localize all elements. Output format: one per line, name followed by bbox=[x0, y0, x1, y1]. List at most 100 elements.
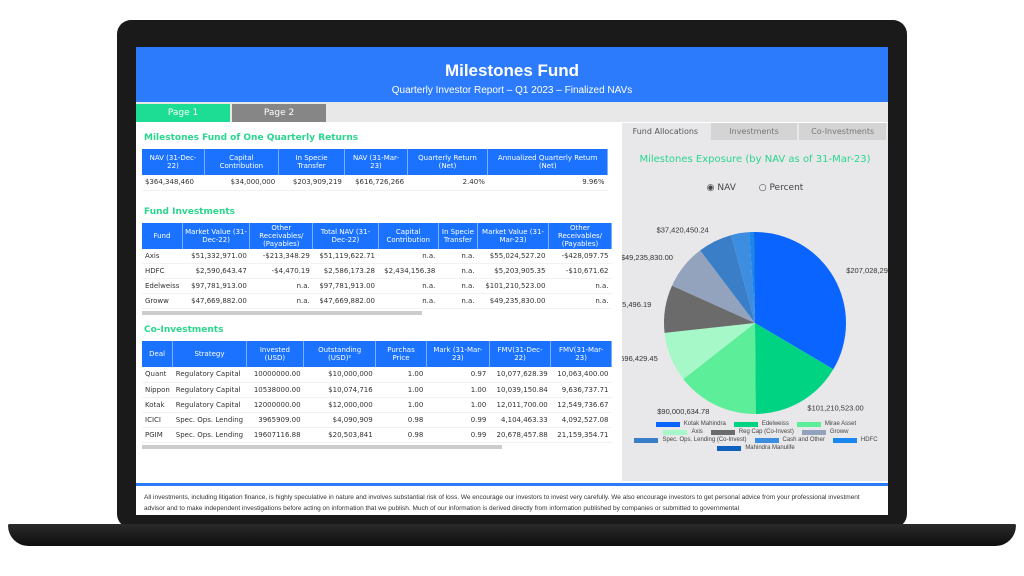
legend-item[interactable]: HDFC bbox=[832, 437, 878, 443]
column-header[interactable]: NAV (31-Dec-22) bbox=[142, 149, 205, 175]
pie-slice[interactable] bbox=[754, 232, 755, 323]
legend-label: Reg Cap (Co-Invest) bbox=[738, 429, 794, 435]
column-header[interactable]: NAV (31-Mar-23) bbox=[344, 149, 408, 175]
column-header[interactable]: In Specie Transfer bbox=[278, 149, 346, 175]
table-cell: 9.96% bbox=[487, 175, 608, 191]
table-row: Groww $47,669,882.00 n.a. $47,669,882.00 n.a… bbox=[142, 293, 612, 309]
column-header[interactable]: Market Value (31-Dec-22) bbox=[182, 222, 251, 249]
column-header[interactable]: Purchas Price bbox=[375, 341, 427, 367]
table-cell: 0.98 bbox=[375, 412, 427, 428]
table-cell: n.a. bbox=[548, 293, 612, 309]
table-row: HDFC $2,590,643.47 -$4,470.19 $2,586,173.28… bbox=[142, 263, 612, 279]
column-header[interactable]: Quarterly Return (Net) bbox=[407, 149, 489, 175]
table-cell: $203,909,219 bbox=[278, 175, 345, 191]
column-header[interactable]: Annualized Quarterly Return (Net) bbox=[487, 149, 608, 175]
header-row: NAV (31-Dec-22) Capital Contribution In Sp… bbox=[142, 149, 608, 175]
table-cell: 10000000.00 bbox=[246, 367, 304, 383]
table-cell: Spec. Ops. Lending bbox=[172, 427, 247, 443]
column-header[interactable]: Other Receivables/ (Payables) bbox=[548, 222, 613, 249]
column-header[interactable]: FMV(31-Dec-22) bbox=[489, 341, 552, 367]
legend-item[interactable]: Cash and Other bbox=[754, 437, 825, 443]
legend-label: Kotak Mahindra bbox=[683, 421, 726, 427]
co-table-scrollbar[interactable] bbox=[142, 444, 502, 449]
table-cell: 4,104,463.33 bbox=[489, 412, 551, 428]
legend-item[interactable]: Reg Cap (Co-Invest) bbox=[710, 429, 794, 435]
slice-data-label: $101,210,523.00 bbox=[807, 404, 863, 413]
fund-table-scrollbar[interactable] bbox=[142, 311, 422, 315]
column-header[interactable]: Other Receivables/ (Payables) bbox=[249, 222, 314, 249]
pie-slice[interactable] bbox=[731, 232, 755, 323]
legend-swatch bbox=[832, 437, 857, 443]
column-header[interactable]: Invested (USD) bbox=[246, 341, 305, 367]
table-cell: 10,063,400.00 bbox=[550, 367, 612, 383]
table-cell: 10538000.00 bbox=[246, 382, 304, 398]
column-header[interactable]: Deal bbox=[142, 341, 174, 367]
column-header[interactable]: Fund bbox=[142, 222, 183, 249]
table-cell: Regulatory Capital bbox=[172, 397, 247, 413]
table-cell: $10,000,000 bbox=[303, 367, 376, 383]
table-row: Axis $51,332,971.00 -$213,348.29 $51,119,62… bbox=[142, 248, 612, 264]
table-cell: $55,024,527.20 bbox=[477, 248, 549, 264]
column-header[interactable]: Capital Contribution bbox=[378, 222, 439, 249]
returns-table: NAV (31-Dec-22) Capital Contribution In Sp… bbox=[142, 149, 608, 191]
slice-data-label: $4,596,429.45 bbox=[622, 354, 658, 363]
tab-page-2[interactable]: Page 2 bbox=[232, 104, 326, 122]
legend-swatch bbox=[796, 421, 821, 427]
legend-item[interactable]: Spec. Ops. Lending (Co-Invest) bbox=[634, 437, 747, 443]
legend-item[interactable]: Axis bbox=[663, 429, 703, 435]
legend-item[interactable]: Groww bbox=[801, 429, 849, 435]
column-header[interactable]: Total NAV (31-Dec-22) bbox=[312, 222, 379, 249]
pie-slice[interactable] bbox=[755, 232, 846, 370]
column-header[interactable]: Outstanding (USD)² bbox=[303, 341, 377, 367]
legend-item[interactable]: Mahindra Manulife bbox=[717, 445, 795, 451]
table-cell: Groww bbox=[142, 293, 183, 309]
legend-item[interactable]: Edelweiss bbox=[733, 421, 789, 427]
slice-data-label: $90,000,634.78 bbox=[657, 407, 709, 416]
pie-slice[interactable] bbox=[749, 232, 755, 323]
legend-label: Axis bbox=[691, 429, 703, 435]
column-header[interactable]: Capital Contribution bbox=[204, 149, 279, 175]
column-header[interactable]: Market Value (31-Mar-23) bbox=[477, 222, 549, 249]
pie-slice[interactable] bbox=[700, 235, 755, 323]
radio-nav[interactable]: ◉ NAV bbox=[706, 183, 736, 193]
column-header[interactable]: In Specie Transfer bbox=[438, 222, 479, 249]
table-cell: 19607116.88 bbox=[246, 427, 304, 443]
tab-investments[interactable]: Investments bbox=[710, 123, 798, 140]
table-cell: 21,159,354.71 bbox=[550, 427, 612, 443]
tables-panel: Milestones Fund of One Quarterly Returns… bbox=[136, 123, 620, 481]
table-cell: 12,011,700.00 bbox=[489, 397, 551, 413]
pie-slice[interactable] bbox=[664, 285, 755, 333]
radio-nav-label: NAV bbox=[717, 183, 736, 193]
table-cell: 10,039,150.84 bbox=[489, 382, 551, 398]
legend-item[interactable]: Kotak Mahindra bbox=[655, 421, 726, 427]
pie-slice[interactable] bbox=[664, 323, 755, 380]
pie-slice[interactable] bbox=[755, 323, 834, 414]
pie-slice[interactable] bbox=[672, 250, 755, 323]
column-header[interactable]: Strategy bbox=[172, 341, 247, 367]
table-cell: 12,549,736.67 bbox=[550, 397, 612, 413]
column-header[interactable]: Mark (31-Mar-23) bbox=[426, 341, 490, 367]
slice-data-label: ,425,496.19 bbox=[622, 300, 651, 309]
table-cell: 12000000.00 bbox=[246, 397, 304, 413]
tab-co-investments[interactable]: Co-Investments bbox=[799, 123, 887, 140]
legend-label: Cash and Other bbox=[782, 437, 825, 443]
pie-slice[interactable] bbox=[683, 323, 756, 414]
tab-page-1[interactable]: Page 1 bbox=[136, 104, 230, 122]
radio-percent[interactable]: ○ Percent bbox=[758, 183, 804, 193]
legend-label: Mahindra Manulife bbox=[745, 445, 795, 451]
table-cell: 0.98 bbox=[375, 427, 427, 443]
legend-swatch bbox=[801, 429, 826, 435]
report-title: Milestones Fund bbox=[444, 61, 580, 80]
table-cell: HDFC bbox=[142, 263, 183, 279]
header-row: Deal Strategy Invested (USD) Outstanding (U… bbox=[142, 341, 612, 367]
laptop-base bbox=[8, 524, 1016, 546]
table-cell: $2,434,156.38 bbox=[378, 263, 439, 279]
table-cell: Spec. Ops. Lending bbox=[172, 412, 247, 428]
tab-fund-allocations[interactable]: Fund Allocations bbox=[622, 123, 709, 140]
table-row: Nippon Regulatory Capital 10538000.00 $10,0… bbox=[142, 382, 612, 398]
table-cell: $47,669,882.00 bbox=[182, 293, 250, 309]
legend-swatch bbox=[655, 421, 680, 427]
legend-item[interactable]: Mirae Asset bbox=[796, 421, 856, 427]
column-header[interactable]: FMV(31-Mar-23) bbox=[550, 341, 612, 367]
returns-title: Milestones Fund of One Quarterly Returns bbox=[144, 133, 359, 143]
